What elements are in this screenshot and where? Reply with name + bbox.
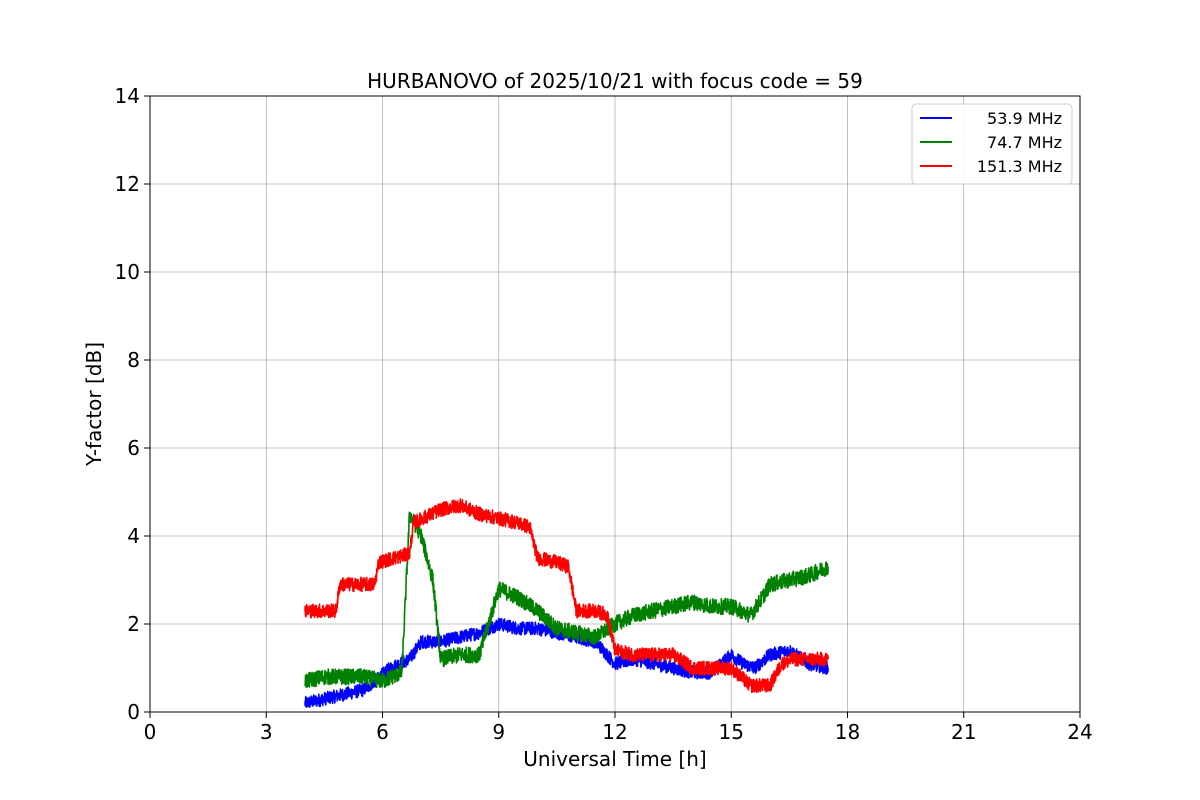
y-tick-label: 4	[127, 524, 140, 548]
y-tick-label: 8	[127, 348, 140, 372]
x-tick-label: 3	[260, 720, 273, 744]
x-axis: 0 3 6 9 12 15 18 21 24	[144, 712, 1093, 744]
x-tick-label: 0	[144, 720, 157, 744]
legend-label: 151.3 MHz	[977, 157, 1062, 176]
x-tick-label: 6	[376, 720, 389, 744]
x-tick-label: 24	[1067, 720, 1092, 744]
y-tick-label: 2	[127, 612, 140, 636]
x-tick-label: 18	[835, 720, 860, 744]
legend-label: 74.7 MHz	[987, 133, 1062, 152]
y-tick-label: 10	[115, 260, 140, 284]
x-tick-label: 15	[719, 720, 744, 744]
series-layer	[304, 498, 829, 709]
x-tick-label: 12	[602, 720, 627, 744]
x-axis-label: Universal Time [h]	[523, 747, 706, 771]
legend-label: 53.9 MHz	[987, 109, 1062, 128]
y-axis-label: Y-factor [dB]	[82, 342, 106, 467]
y-axis: 0 2 4 6 8 10 12 14	[115, 84, 150, 724]
x-tick-label: 21	[951, 720, 976, 744]
x-tick-label: 9	[492, 720, 505, 744]
y-tick-label: 0	[127, 700, 140, 724]
series-line-2	[304, 498, 829, 694]
series-line-1	[304, 511, 829, 689]
y-tick-label: 6	[127, 436, 140, 460]
series-line-0	[304, 617, 829, 709]
chart-title: HURBANOVO of 2025/10/21 with focus code …	[367, 69, 863, 93]
legend: 53.9 MHz 74.7 MHz 151.3 MHz	[911, 103, 1073, 185]
legend-box	[911, 103, 1073, 185]
y-tick-label: 14	[115, 84, 140, 108]
y-tick-label: 12	[115, 172, 140, 196]
